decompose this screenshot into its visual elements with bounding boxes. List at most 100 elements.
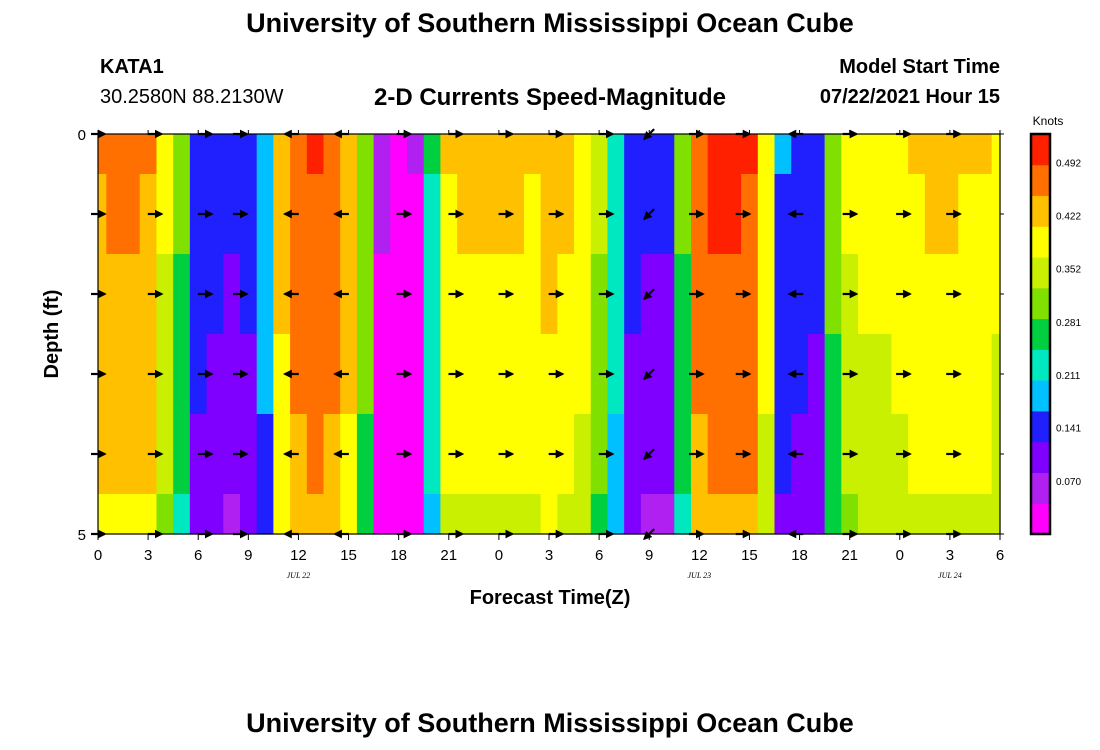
heatmap-cell: [106, 414, 124, 495]
heatmap-cell: [457, 334, 475, 415]
heatmap-cell: [407, 334, 425, 415]
heatmap-cell: [674, 334, 692, 415]
heatmap-cell: [173, 134, 191, 175]
heatmap-cell: [607, 254, 625, 335]
heatmap-cell: [423, 134, 442, 175]
colorbar-segment: [1031, 226, 1050, 258]
heatmap-cell: [991, 494, 1001, 535]
heatmap-cell: [640, 494, 659, 535]
heatmap-cell: [624, 414, 642, 495]
model-start-value: 07/22/2021 Hour 15: [819, 86, 1000, 108]
heatmap-cell: [757, 334, 776, 415]
heatmap-cell: [507, 254, 525, 335]
heatmap-cell: [507, 174, 525, 255]
heatmap-cell: [590, 134, 609, 175]
heatmap-cell: [858, 334, 876, 415]
colorbar-segment: [1031, 380, 1050, 412]
heatmap-cell: [523, 134, 542, 175]
current-vector: [643, 368, 655, 381]
heatmap-cell: [106, 134, 124, 175]
heatmap-cell: [206, 494, 224, 535]
colorbar-segment: [1031, 503, 1050, 535]
heatmap-cell: [574, 254, 592, 335]
heatmap-cell: [624, 174, 642, 255]
heatmap-cell: [306, 254, 325, 335]
heatmap-cell: [874, 134, 893, 175]
heatmap-cell: [824, 134, 842, 175]
heatmap-cell: [858, 254, 876, 335]
heatmap-cell: [523, 174, 542, 255]
station-coords: 30.2580N 88.2130W: [100, 86, 284, 108]
heatmap-cell: [423, 494, 442, 535]
heatmap-cell: [273, 494, 291, 535]
heatmap-cell: [407, 174, 425, 255]
heatmap-cell: [941, 134, 959, 175]
heatmap-cell: [356, 334, 375, 415]
heatmap-cell: [991, 174, 1001, 255]
heatmap-cell: [757, 494, 776, 535]
heatmap-cell: [974, 174, 993, 255]
heatmap-cell: [323, 334, 341, 415]
heatmap-cell: [991, 254, 1001, 335]
x-tick-label: 12: [290, 547, 307, 564]
heatmap-cell: [306, 494, 325, 535]
heatmap-cell: [223, 254, 241, 335]
heatmap-cell: [624, 254, 642, 335]
heatmap-cell: [306, 414, 325, 495]
current-vector: [643, 448, 655, 461]
heatmap-cell: [356, 174, 375, 255]
heatmap-cell: [657, 334, 675, 415]
heatmap-cell: [607, 174, 625, 255]
heatmap-cell: [824, 334, 842, 415]
heatmap-cell: [457, 414, 475, 495]
colorbar-tick-label: 0.070: [1056, 477, 1081, 488]
current-vector: [643, 288, 655, 301]
heatmap-cell: [908, 254, 926, 335]
heatmap-cell: [607, 494, 625, 535]
heatmap-cell: [574, 174, 592, 255]
colorbar-segment: [1031, 134, 1050, 166]
heatmap-cell: [189, 134, 208, 175]
y-axis-label: Depth (ft): [41, 290, 63, 379]
y-tick-label: 0: [78, 127, 86, 144]
heatmap-cell: [206, 254, 224, 335]
x-tick-label: 6: [996, 547, 1004, 564]
heatmap-cell: [256, 334, 274, 415]
colorbar-unit: Knots: [1033, 114, 1064, 128]
x-axis-label: Forecast Time(Z): [470, 587, 631, 609]
heatmap-cell: [473, 334, 492, 415]
heatmap-cell: [507, 414, 525, 495]
heatmap-cell: [206, 134, 224, 175]
heatmap-cell: [256, 494, 274, 535]
heatmap-cell: [574, 134, 592, 175]
heatmap-cell: [958, 254, 976, 335]
heatmap-cell: [974, 414, 993, 495]
heatmap-cell: [523, 334, 542, 415]
heatmap-cell: [273, 334, 291, 415]
heatmap-cell: [407, 254, 425, 335]
x-tick-label: 3: [545, 547, 553, 564]
heatmap-cell: [106, 334, 124, 415]
heatmap-cell: [924, 174, 943, 255]
heatmap-cell: [173, 414, 191, 495]
heatmap-cell: [323, 254, 341, 335]
heatmap-cell: [674, 414, 692, 495]
heatmap-cell: [323, 174, 341, 255]
footer-title: University of Southern Mississippi Ocean…: [246, 708, 854, 738]
heatmap-cell: [173, 254, 191, 335]
heatmap-cell: [858, 414, 876, 495]
colorbar-tick-label: 0.141: [1056, 424, 1081, 435]
colorbar-frame: [1029, 132, 1052, 536]
heatmap-cell: [657, 254, 675, 335]
heatmap-cell: [323, 414, 341, 495]
heatmap-cell: [741, 134, 759, 175]
heatmap-cell: [674, 174, 692, 255]
heatmap-cell: [624, 334, 642, 415]
heatmap-cell: [490, 134, 508, 175]
heatmap-cell: [974, 134, 993, 175]
heatmap-cell: [340, 494, 358, 535]
heatmap-cell: [908, 334, 926, 415]
heatmap-cell: [657, 174, 675, 255]
heatmap-cell: [440, 134, 458, 175]
